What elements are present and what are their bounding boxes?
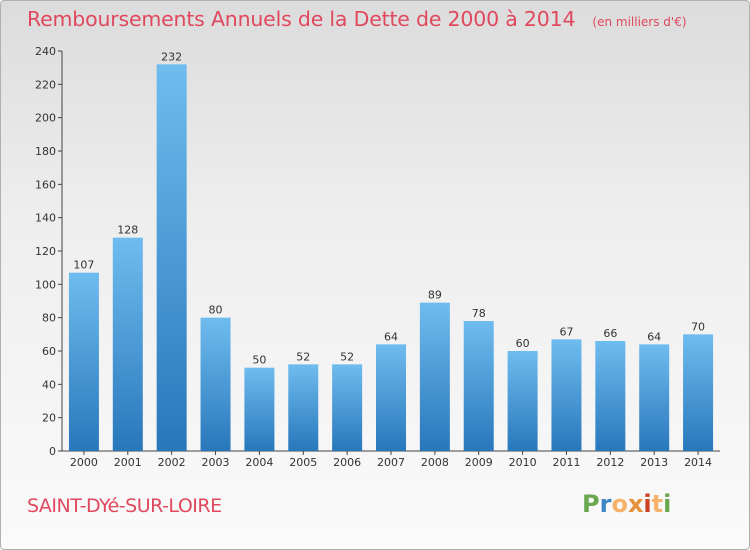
y-tick-label: 0: [49, 445, 56, 458]
x-tick-label: 2013: [640, 456, 668, 469]
x-tick-label: 2010: [509, 456, 537, 469]
chart-title: Remboursements Annuels de la Dette de 20…: [27, 7, 576, 31]
bar: [419, 302, 450, 451]
bar-value-label: 60: [516, 337, 530, 350]
x-tick-label: 2014: [684, 456, 712, 469]
bar-value-label: 89: [428, 289, 442, 302]
y-tick-label: 60: [42, 345, 56, 358]
bar: [288, 364, 319, 451]
bar: [200, 317, 231, 451]
bar-value-label: 64: [384, 330, 398, 343]
bar: [463, 321, 494, 451]
logo-letter: t: [651, 490, 664, 518]
title-row: Remboursements Annuels de la Dette de 20…: [27, 7, 687, 31]
proxiti-logo[interactable]: Proxiti: [582, 490, 671, 518]
bar-value-label: 67: [559, 325, 573, 338]
x-tick-label: 2004: [245, 456, 273, 469]
y-tick-label: 220: [35, 78, 56, 91]
y-tick-label: 40: [42, 378, 56, 391]
bar: [376, 344, 406, 451]
chart-subtitle: (en milliers d'€): [592, 15, 687, 29]
commune-name: SAINT-DYé-SUR-LOIRE: [27, 495, 222, 517]
y-tick-label: 120: [35, 245, 56, 258]
logo-letter: P: [582, 490, 600, 518]
bar: [156, 64, 187, 452]
x-tick-label: 2000: [70, 456, 98, 469]
y-tick-label: 160: [35, 178, 56, 191]
bar-value-label: 232: [161, 50, 182, 63]
x-tick-label: 2008: [421, 456, 449, 469]
bars: 107 128 232 80 50 52 52 64 89 78 60 67 66 64 70: [68, 50, 714, 452]
logo-letter: x: [627, 490, 644, 518]
x-tick-label: 2005: [289, 456, 317, 469]
y-tick-label: 240: [35, 45, 56, 58]
y-tick-label: 100: [35, 278, 56, 291]
y-tick-label: 140: [35, 212, 56, 225]
logo-letter: o: [611, 490, 628, 518]
y-tick-label: 180: [35, 145, 56, 158]
y-tick-label: 20: [42, 412, 56, 425]
y-axis: 0 20 40 60 80 100 120 140 160 180 200 220 240: [35, 45, 63, 458]
bar-value-label: 66: [603, 327, 617, 340]
bar: [551, 339, 582, 451]
logo-letter: r: [599, 490, 612, 518]
x-tick-label: 2007: [377, 456, 405, 469]
y-tick-label: 200: [35, 112, 56, 125]
x-tick-label: 2012: [596, 456, 624, 469]
bar-value-label: 80: [209, 304, 223, 317]
x-tick-label: 2009: [465, 456, 493, 469]
bar: [332, 364, 363, 451]
x-tick-label: 2006: [333, 456, 361, 469]
x-tick-label: 2011: [552, 456, 580, 469]
bar: [507, 351, 538, 451]
bar: [68, 272, 99, 451]
bar-value-label: 64: [647, 330, 661, 343]
x-tick-label: 2002: [158, 456, 186, 469]
x-tick-label: 2001: [114, 456, 142, 469]
bar-value-label: 52: [340, 350, 354, 363]
bar: [595, 341, 626, 451]
logo-letter: i: [663, 490, 672, 518]
bar-value-label: 70: [691, 320, 705, 333]
bar-value-label: 128: [117, 224, 138, 237]
logo-letter: i: [643, 490, 652, 518]
bar: [639, 344, 670, 451]
bar: [244, 367, 275, 451]
y-tick-label: 80: [42, 312, 56, 325]
bar: [112, 237, 143, 451]
bar-value-label: 107: [73, 259, 94, 272]
bar-value-label: 52: [296, 350, 310, 363]
bar-value-label: 78: [472, 307, 486, 320]
x-axis: 2000 2001 2002 2003 2004 2005 2006 2007 2008 2009…: [62, 450, 720, 469]
bar-value-label: 50: [252, 354, 266, 367]
x-tick-label: 2003: [202, 456, 230, 469]
bar: [683, 334, 714, 451]
